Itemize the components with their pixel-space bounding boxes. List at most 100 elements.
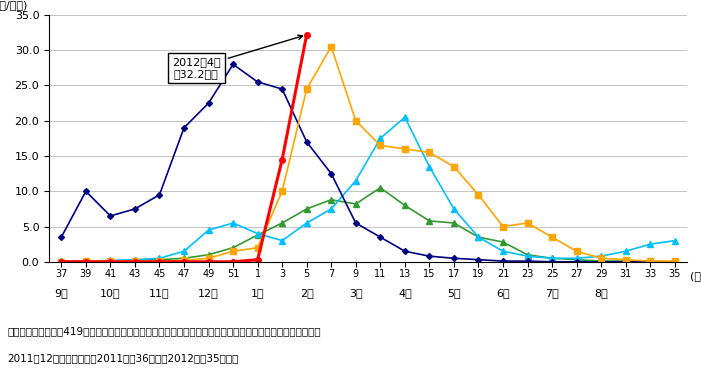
2009-10年 — [523, 259, 532, 263]
2007-08年 — [254, 233, 262, 237]
2010-11年 — [57, 260, 66, 264]
2009-10年 — [548, 260, 557, 264]
2011-12年 — [303, 33, 311, 37]
2009-10年 — [646, 260, 655, 264]
2007-08年 — [81, 259, 90, 263]
2010-11年 — [205, 256, 213, 261]
2010-11年 — [229, 249, 237, 254]
2009-10年 — [572, 260, 580, 264]
Text: 上記データは、都内419インフルエンザ定点医療機関から報告された患者数を報告機関数で割ったものである: 上記データは、都内419インフルエンザ定点医療機関から報告された患者数を報告機関… — [7, 327, 320, 337]
2008-09年 — [548, 256, 557, 261]
2007-08年 — [376, 186, 385, 190]
2007-08年 — [352, 202, 360, 206]
2009-10年 — [499, 259, 508, 263]
2009-10年 — [229, 62, 237, 67]
2010-11年 — [523, 221, 532, 225]
2009-10年 — [425, 254, 433, 258]
2008-09年 — [376, 136, 385, 141]
2011-12年 — [205, 260, 213, 264]
2010-11年 — [499, 224, 508, 229]
2011-12年 — [57, 260, 66, 264]
2008-09年 — [499, 249, 508, 254]
2009-10年 — [278, 87, 287, 91]
2010-11年 — [156, 259, 164, 263]
2010-11年 — [572, 249, 580, 254]
2008-09年 — [474, 235, 482, 239]
2007-08年 — [572, 257, 580, 262]
2007-08年 — [474, 235, 482, 239]
2009-10年 — [179, 126, 188, 130]
Text: 6月: 6月 — [496, 288, 510, 298]
2010-11年 — [107, 259, 115, 263]
Text: 2011－12年シーズンは、2011年第36週から2012年第35週まで: 2011－12年シーズンは、2011年第36週から2012年第35週まで — [7, 353, 238, 363]
2009-10年 — [621, 260, 629, 264]
2010-11年 — [179, 258, 188, 263]
Line: 2010-11年: 2010-11年 — [59, 44, 677, 264]
Line: 2008-09年: 2008-09年 — [59, 114, 677, 264]
Line: 2007-08年: 2007-08年 — [59, 185, 677, 264]
2010-11年 — [401, 147, 409, 151]
2008-09年 — [107, 258, 115, 263]
2008-09年 — [278, 238, 287, 243]
2010-11年 — [450, 164, 458, 169]
2007-08年 — [179, 256, 188, 261]
2008-09年 — [130, 257, 139, 262]
2010-11年 — [303, 87, 311, 91]
2009-10年 — [597, 260, 605, 264]
2007-08年 — [523, 252, 532, 257]
2010-11年 — [670, 259, 679, 263]
2010-11年 — [352, 119, 360, 123]
2009-10年 — [376, 235, 385, 239]
2008-09年 — [646, 242, 655, 246]
Line: 2011-12年: 2011-12年 — [59, 32, 309, 264]
Y-axis label: (人/定点): (人/定点) — [0, 0, 27, 10]
Text: 8月: 8月 — [594, 288, 608, 298]
2008-09年 — [205, 228, 213, 232]
2011-12年 — [278, 157, 287, 162]
Line: 2009-10年: 2009-10年 — [60, 62, 676, 264]
2007-08年 — [327, 197, 335, 202]
Text: 1月: 1月 — [251, 288, 264, 298]
2008-09年 — [81, 259, 90, 263]
2008-09年 — [572, 256, 580, 261]
2009-10年 — [670, 260, 679, 264]
2010-11年 — [425, 150, 433, 155]
2010-11年 — [597, 256, 605, 261]
2009-10年 — [205, 101, 213, 105]
2007-08年 — [229, 245, 237, 250]
2008-09年 — [450, 207, 458, 211]
2008-09年 — [425, 164, 433, 169]
2008-09年 — [597, 254, 605, 258]
2011-12年 — [254, 257, 262, 262]
Text: 4月: 4月 — [398, 288, 411, 298]
2010-11年 — [278, 189, 287, 193]
2010-11年 — [646, 259, 655, 263]
2009-10年 — [352, 221, 360, 225]
2008-09年 — [621, 249, 629, 254]
2009-10年 — [450, 256, 458, 261]
Text: 2月: 2月 — [300, 288, 313, 298]
2007-08年 — [130, 258, 139, 263]
2010-11年 — [548, 235, 557, 239]
2008-09年 — [179, 249, 188, 254]
2007-08年 — [401, 203, 409, 208]
2007-08年 — [548, 256, 557, 261]
2011-12年 — [107, 260, 115, 264]
2007-08年 — [107, 259, 115, 263]
2008-09年 — [254, 232, 262, 236]
2009-10年 — [327, 171, 335, 176]
Text: 9月: 9月 — [55, 288, 68, 298]
2010-11年 — [376, 143, 385, 148]
2009-10年 — [57, 235, 66, 239]
2009-10年 — [303, 140, 311, 144]
2009-10年 — [130, 207, 139, 211]
Text: 7月: 7月 — [545, 288, 559, 298]
2009-10年 — [156, 193, 164, 197]
2010-11年 — [254, 245, 262, 250]
2008-09年 — [327, 207, 335, 211]
2009-10年 — [254, 80, 262, 84]
2008-09年 — [303, 221, 311, 225]
2007-08年 — [670, 260, 679, 264]
2007-08年 — [303, 207, 311, 211]
Text: 3月: 3月 — [349, 288, 362, 298]
